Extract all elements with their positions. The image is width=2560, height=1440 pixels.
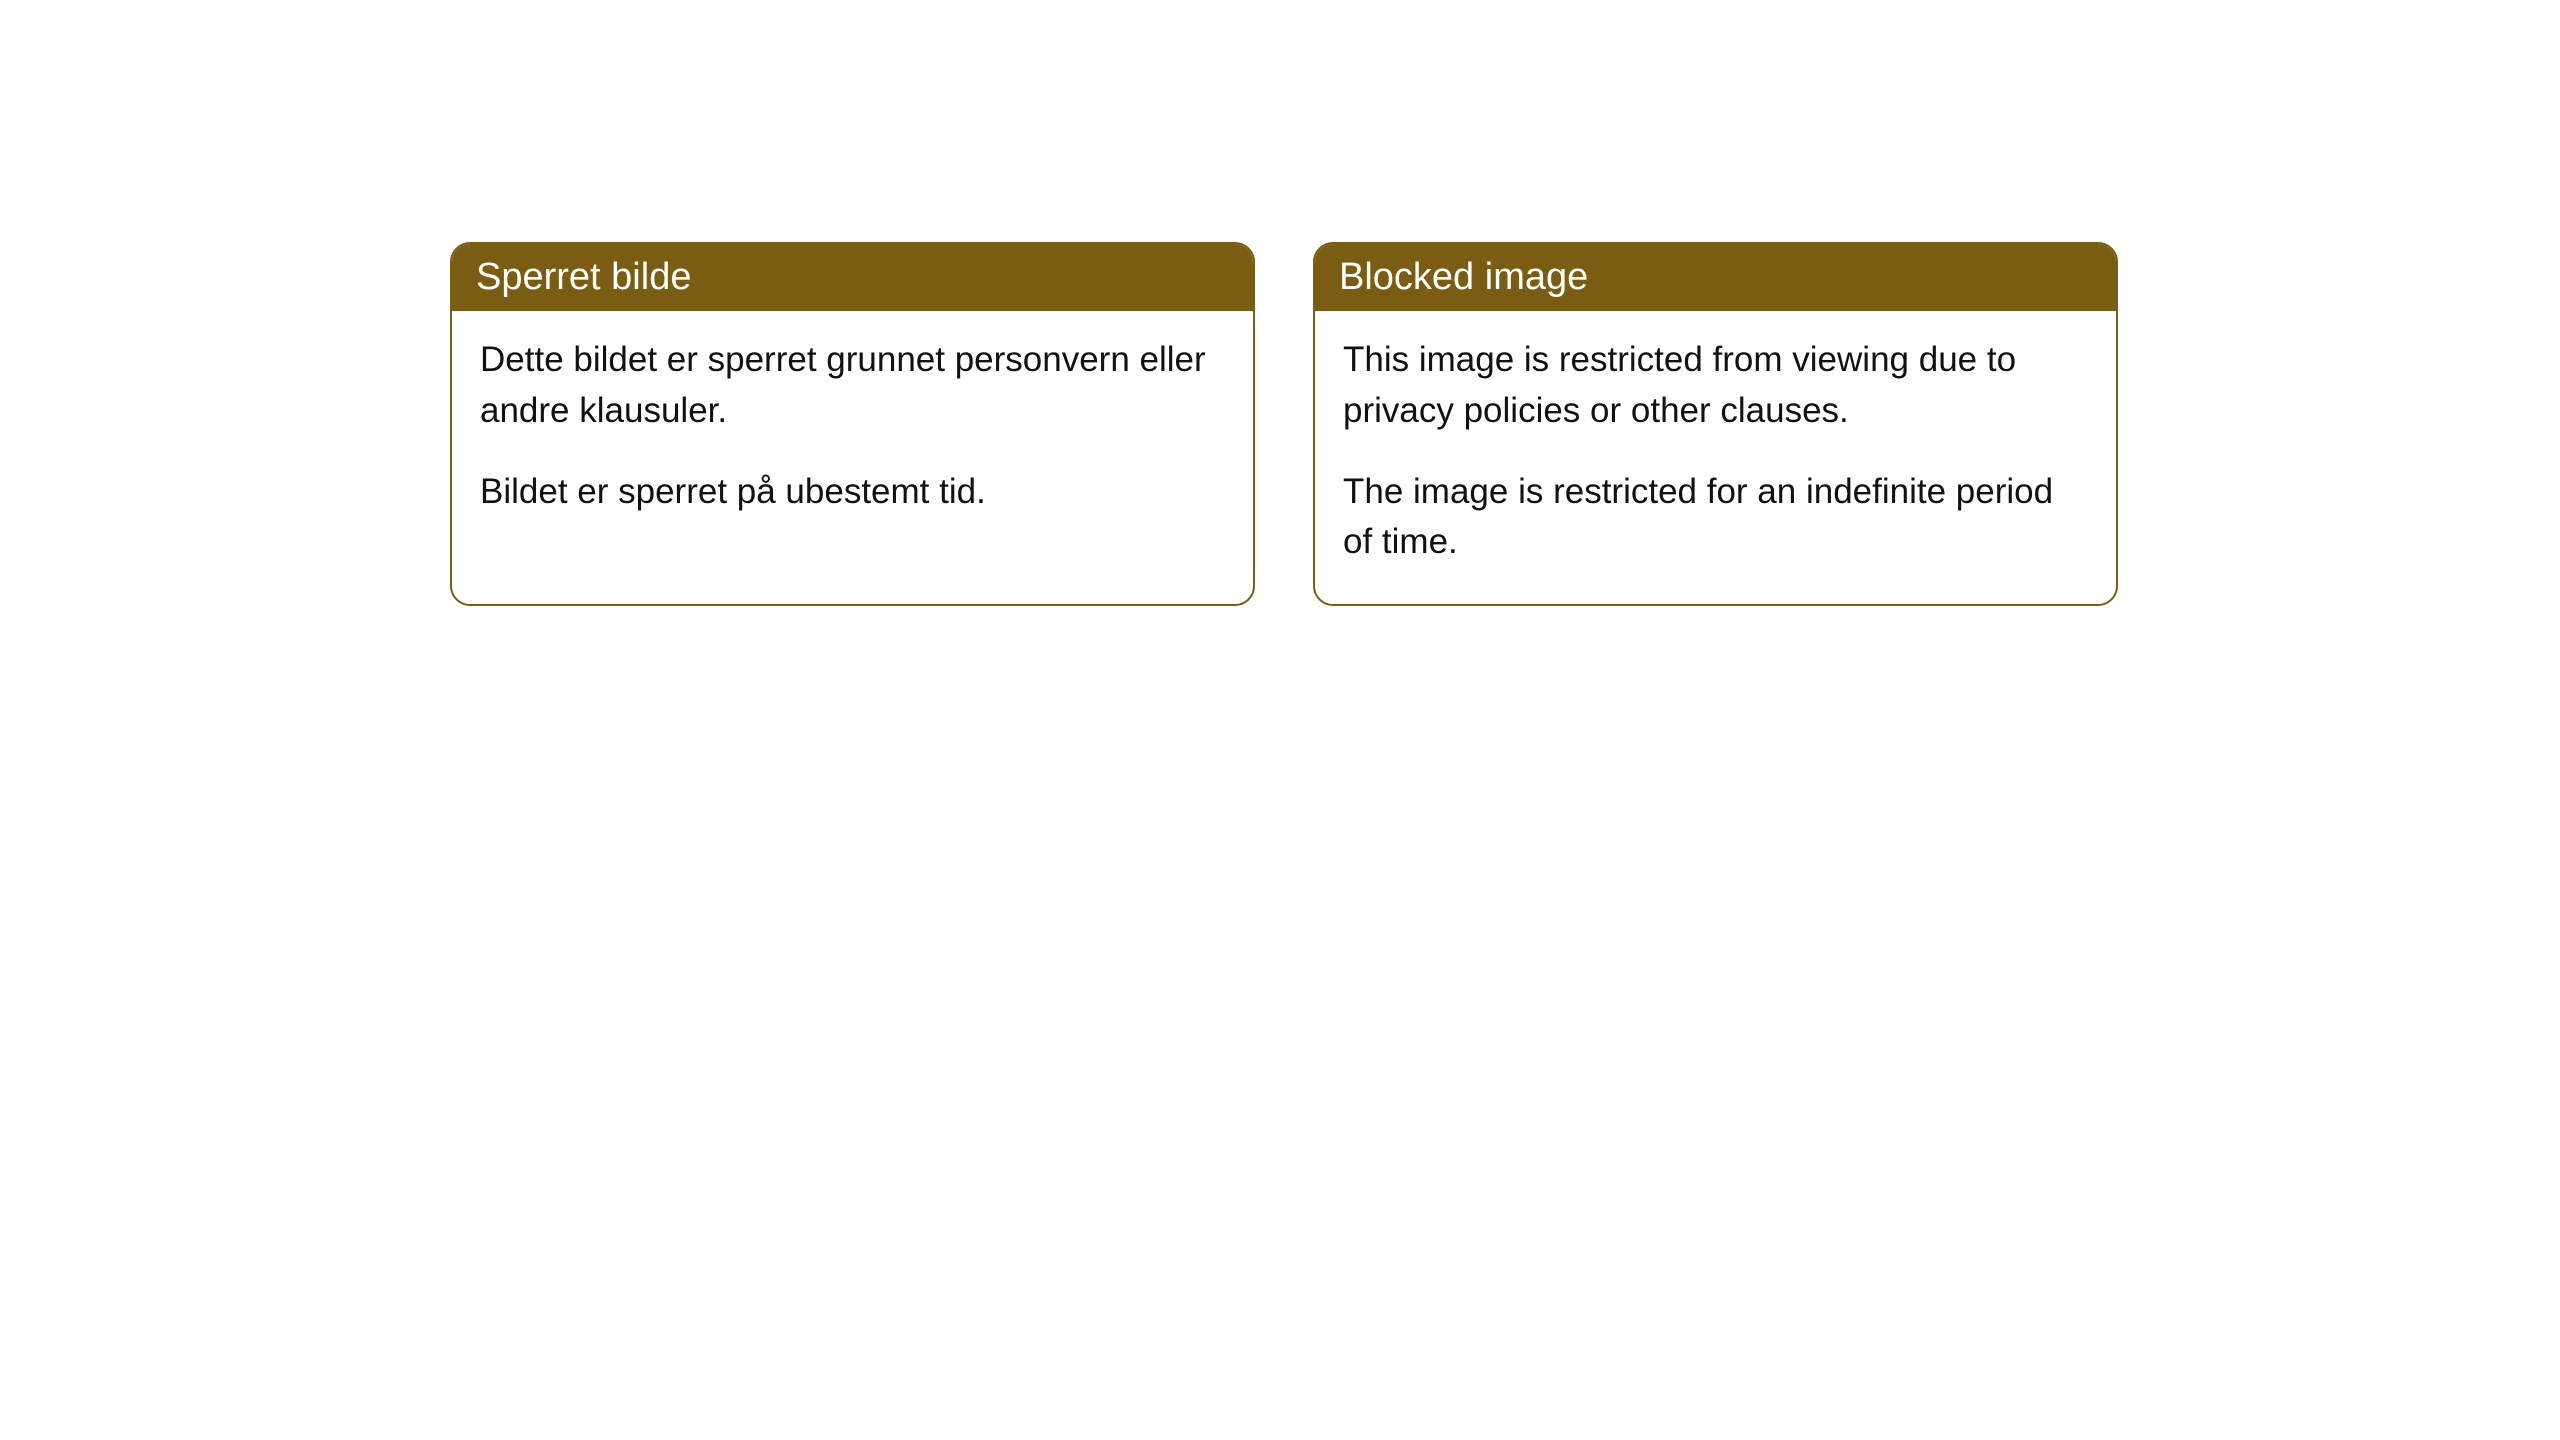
card-paragraph: Dette bildet er sperret grunnet personve… — [480, 335, 1225, 437]
card-title: Blocked image — [1339, 256, 1588, 298]
card-body-english: This image is restricted from viewing du… — [1315, 311, 2116, 604]
card-header-norwegian: Sperret bilde — [452, 244, 1253, 311]
card-title: Sperret bilde — [476, 256, 691, 298]
blocked-image-card-english: Blocked image This image is restricted f… — [1313, 242, 2118, 606]
blocked-image-cards: Sperret bilde Dette bildet er sperret gr… — [450, 242, 2560, 606]
blocked-image-card-norwegian: Sperret bilde Dette bildet er sperret gr… — [450, 242, 1255, 606]
card-body-norwegian: Dette bildet er sperret grunnet personve… — [452, 311, 1253, 553]
card-header-english: Blocked image — [1315, 244, 2116, 311]
card-paragraph: Bildet er sperret på ubestemt tid. — [480, 467, 1225, 518]
card-paragraph: This image is restricted from viewing du… — [1343, 335, 2088, 437]
card-paragraph: The image is restricted for an indefinit… — [1343, 467, 2088, 569]
